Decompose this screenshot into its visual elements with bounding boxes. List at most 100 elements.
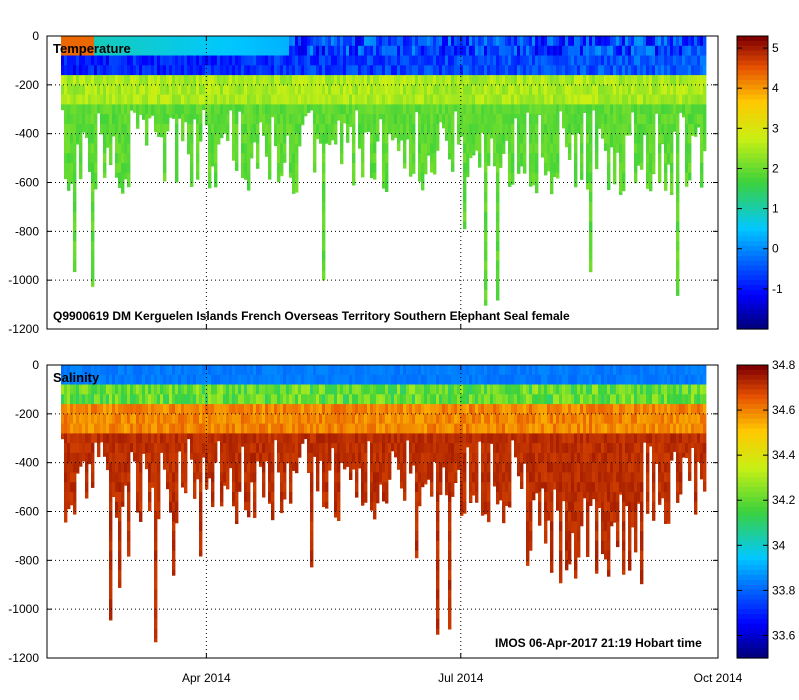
heatmap-cell	[319, 55, 323, 66]
heatmap-cell	[73, 365, 77, 376]
heatmap-cell	[475, 472, 479, 483]
heatmap-cell	[544, 143, 548, 154]
heatmap-cell	[391, 374, 395, 385]
heatmap-cell	[154, 492, 158, 503]
heatmap-cell	[346, 36, 350, 47]
heatmap-cell	[475, 404, 479, 415]
heatmap-cell	[427, 75, 431, 86]
heatmap-cell	[70, 501, 74, 506]
heatmap-cell	[541, 75, 545, 86]
heatmap-cell	[700, 114, 704, 125]
heatmap-cell	[682, 55, 686, 66]
heatmap-cell	[64, 104, 68, 115]
heatmap-cell	[73, 163, 77, 174]
heatmap-cell	[121, 36, 125, 47]
heatmap-cell	[292, 192, 296, 194]
heatmap-cell	[421, 404, 425, 415]
heatmap-cell	[487, 472, 491, 483]
heatmap-cell	[88, 423, 92, 434]
heatmap-cell	[109, 570, 113, 581]
heatmap-cell	[175, 472, 179, 483]
colorbar-segment	[737, 324, 768, 330]
heatmap-cell	[211, 75, 215, 86]
heatmap-cell	[370, 472, 374, 483]
heatmap-cell	[130, 84, 134, 95]
heatmap-cell	[109, 521, 113, 532]
heatmap-cell	[253, 94, 257, 105]
heatmap-cell	[313, 423, 317, 434]
heatmap-cell	[397, 133, 401, 144]
heatmap-cell	[79, 84, 83, 95]
heatmap-cell	[235, 511, 239, 522]
heatmap-cell	[433, 45, 437, 56]
heatmap-cell	[85, 404, 89, 415]
heatmap-cell	[244, 55, 248, 66]
heatmap-cell	[340, 114, 344, 125]
heatmap-cell	[511, 65, 515, 76]
heatmap-cell	[484, 221, 488, 232]
heatmap-cell	[463, 84, 467, 95]
heatmap-cell	[316, 45, 320, 56]
heatmap-cell	[256, 153, 260, 164]
heatmap-cell	[337, 45, 341, 56]
heatmap-cell	[247, 65, 251, 76]
heatmap-cell	[124, 153, 128, 164]
heatmap-cell	[73, 231, 77, 242]
heatmap-cell	[496, 143, 500, 154]
heatmap-cell	[484, 114, 488, 125]
heatmap-cell	[142, 404, 146, 415]
heatmap-cell	[88, 433, 92, 444]
heatmap-cell	[481, 394, 485, 405]
heatmap-cell	[487, 123, 491, 135]
heatmap-cell	[337, 511, 341, 521]
heatmap-cell	[685, 163, 689, 174]
heatmap-cell	[508, 153, 512, 164]
heatmap-cell	[109, 45, 113, 56]
heatmap-cell	[91, 394, 95, 405]
heatmap-cell	[493, 65, 497, 76]
heatmap-cell	[424, 65, 428, 76]
heatmap-cell	[70, 65, 74, 76]
heatmap-cell	[475, 114, 479, 125]
heatmap-cell	[259, 36, 263, 47]
heatmap-cell	[469, 94, 473, 105]
heatmap-cell	[667, 133, 671, 144]
heatmap-cell	[382, 133, 386, 144]
heatmap-cell	[292, 123, 296, 135]
heatmap-cell	[181, 482, 185, 488]
heatmap-cell	[259, 365, 263, 376]
heatmap-cell	[247, 55, 251, 66]
heatmap-cell	[469, 374, 473, 385]
heatmap-cell	[271, 104, 275, 115]
heatmap-cell	[139, 452, 143, 464]
heatmap-cell	[538, 65, 542, 76]
heatmap-cell	[517, 384, 521, 395]
heatmap-cell	[544, 104, 548, 115]
heatmap-cell	[307, 84, 311, 95]
heatmap-cell	[61, 55, 65, 66]
heatmap-cell	[304, 384, 308, 395]
heatmap-cell	[154, 628, 158, 639]
heatmap-cell	[139, 501, 143, 512]
heatmap-cell	[538, 104, 542, 115]
heatmap-cell	[214, 75, 218, 86]
heatmap-cell	[334, 423, 338, 434]
heatmap-cell	[178, 65, 182, 76]
heatmap-cell	[295, 374, 299, 385]
heatmap-cell	[496, 433, 500, 444]
heatmap-cell	[394, 75, 398, 86]
heatmap-cell	[322, 114, 326, 125]
heatmap-cell	[322, 250, 326, 262]
heatmap-cell	[322, 413, 326, 424]
heatmap-cell	[172, 384, 176, 395]
heatmap-cell	[322, 443, 326, 454]
heatmap-cell	[535, 104, 539, 115]
heatmap-cell	[439, 492, 443, 495]
heatmap-cell	[457, 394, 461, 405]
heatmap-cell	[439, 452, 443, 464]
heatmap-cell	[373, 384, 377, 395]
heatmap-cell	[613, 114, 617, 125]
heatmap-cell	[268, 433, 272, 444]
heatmap-cell	[424, 75, 428, 86]
heatmap-cell	[664, 75, 668, 86]
